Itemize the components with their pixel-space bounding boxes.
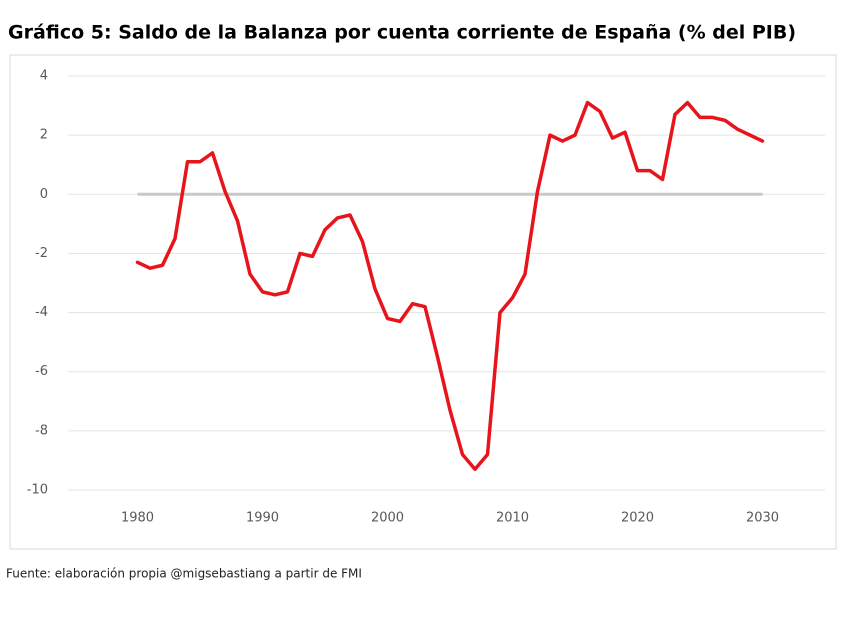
x-tick-label: 2010 [496,511,529,526]
x-tick-label: 2020 [621,511,654,526]
y-tick-label: -4 [35,305,48,320]
y-tick-label: -8 [35,423,48,438]
source-note: Fuente: elaboración propia @migsebastian… [6,567,362,581]
chart-title: Gráfico 5: Saldo de la Balanza por cuent… [8,22,796,44]
x-tick-label: 2000 [371,511,404,526]
y-tick-label: 0 [40,187,48,202]
y-tick-label: 4 [40,69,48,84]
y-tick-label: -10 [27,483,48,498]
y-tick-label: -2 [35,246,48,261]
chart-frame [9,54,837,550]
x-tick-label: 2030 [746,511,779,526]
x-tick-label: 1990 [246,511,279,526]
y-tick-label: -6 [35,364,48,379]
x-tick-label: 1980 [121,511,154,526]
data-line [135,100,765,472]
y-tick-label: 2 [40,128,48,143]
